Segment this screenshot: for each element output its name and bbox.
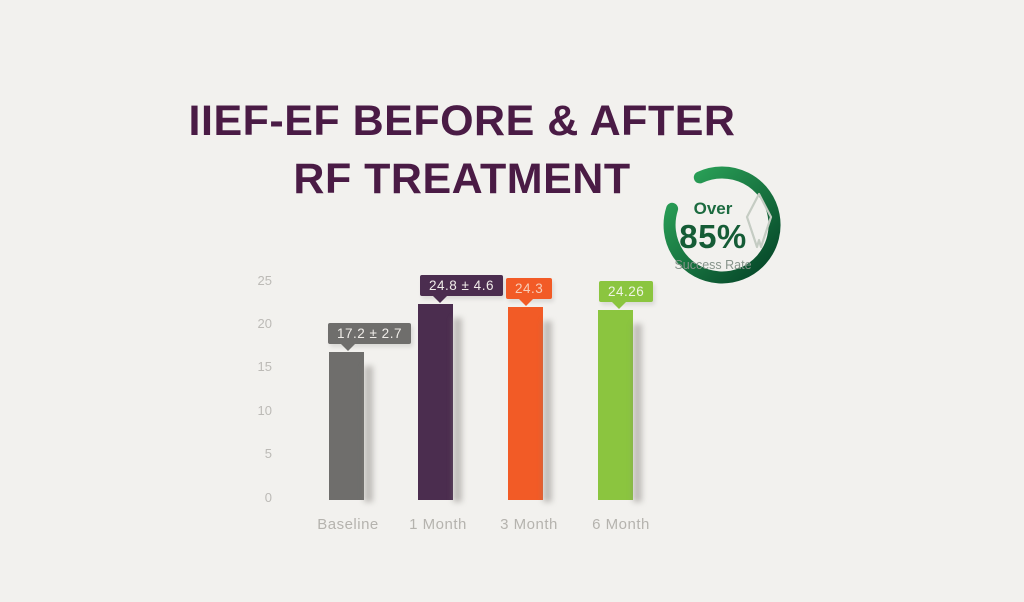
x-category-label-1-month: 1 Month bbox=[409, 516, 467, 533]
x-category-label-6-month: 6 Month bbox=[592, 516, 650, 533]
badge-caption: Success Rate bbox=[674, 258, 752, 272]
y-tick-label: 5 bbox=[264, 446, 272, 462]
up-arrow-icon bbox=[745, 192, 773, 249]
success-rate-badge: Over 85% Success Rate bbox=[658, 161, 786, 289]
callout-pointer-icon bbox=[433, 295, 447, 303]
y-tick-label: 15 bbox=[257, 359, 272, 375]
value-callout-baseline: 17.2 ± 2.7 bbox=[328, 323, 411, 352]
callout-pointer-icon bbox=[519, 299, 533, 307]
x-category-label-baseline: Baseline bbox=[317, 516, 379, 533]
y-tick-label: 25 bbox=[257, 272, 272, 288]
y-tick-label: 20 bbox=[257, 315, 272, 331]
badge-over-label: Over bbox=[693, 199, 733, 218]
bar-3-month bbox=[508, 307, 543, 500]
callout-pointer-icon bbox=[341, 344, 355, 352]
bar-1-month bbox=[418, 303, 453, 500]
title-line-2: RF TREATMENT bbox=[293, 155, 631, 203]
progress-ring-icon bbox=[663, 166, 781, 284]
callout-pointer-icon bbox=[612, 301, 626, 309]
y-tick-label: 10 bbox=[257, 402, 272, 418]
bar-6-month bbox=[598, 309, 633, 500]
value-callout-3-month: 24.3 bbox=[506, 278, 553, 307]
x-category-label-3-month: 3 Month bbox=[500, 516, 558, 533]
badge-percent-value: 85% bbox=[679, 218, 747, 255]
y-tick-label: 0 bbox=[264, 489, 272, 505]
chart-title: IIEF-EF BEFORE & AFTER RF TREATMENT bbox=[102, 92, 822, 208]
badge-text: Over 85% Success Rate bbox=[660, 199, 766, 273]
title-line-1: IIEF-EF BEFORE & AFTER bbox=[188, 97, 736, 145]
bar-baseline bbox=[329, 352, 364, 500]
value-callout-1-month: 24.8 ± 4.6 bbox=[420, 274, 503, 303]
value-callout-6-month: 24.26 bbox=[599, 280, 654, 309]
